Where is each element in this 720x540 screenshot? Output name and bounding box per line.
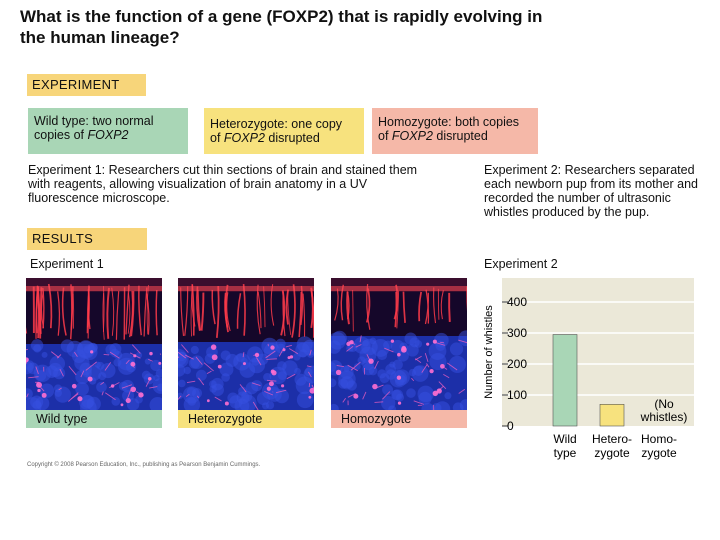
- results-tag: RESULTS: [27, 228, 147, 250]
- y-tick-label: 100: [507, 388, 527, 402]
- micrograph-wild-type: [26, 278, 162, 410]
- micrograph-heterozygote-image: [178, 278, 314, 410]
- category-label: Homo-: [641, 432, 677, 446]
- no-whistles-annotation: whistles): [640, 410, 688, 424]
- category-label: type: [554, 446, 577, 460]
- genotype-box-homozygote: Homozygote: both copies of FOXP2 disrupt…: [372, 108, 538, 154]
- bar-1: [599, 404, 625, 427]
- page-title: What is the function of a gene (FOXP2) t…: [20, 6, 620, 48]
- genotype-wild-type-line2: copies of FOXP2: [34, 128, 129, 142]
- micrograph-label-heterozygote: Heterozygote: [178, 410, 314, 428]
- genotype-box-wild-type: Wild type: two normal copies of FOXP2: [28, 108, 188, 154]
- micrograph-wild-type-image: [26, 278, 162, 410]
- bar-0: [552, 334, 578, 427]
- category-label: zygote: [594, 446, 630, 460]
- experiment1-description: Experiment 1: Researchers cut thin secti…: [28, 163, 418, 205]
- genotype-heterozygote-line2: of FOXP2 disrupted: [210, 131, 320, 145]
- gene-name: FOXP2: [87, 128, 129, 142]
- genotype-box-heterozygote: Heterozygote: one copy of FOXP2 disrupte…: [204, 108, 364, 154]
- genotype-heterozygote-line1: Heterozygote: one copy: [210, 117, 343, 131]
- y-tick-label: 400: [507, 295, 527, 309]
- category-label: zygote: [641, 446, 677, 460]
- genotype-homozygote-line2: of FOXP2 disrupted: [378, 129, 488, 143]
- category-label: Wild: [553, 432, 576, 446]
- no-whistles-annotation: (No: [654, 397, 674, 411]
- experiment1-label: Experiment 1: [30, 257, 104, 271]
- title-line-1: What is the function of a gene (FOXP2) t…: [20, 7, 543, 26]
- y-tick-label: 0: [507, 419, 514, 433]
- category-label: Hetero-: [592, 432, 632, 446]
- experiment2-description: Experiment 2: Researchers separated each…: [484, 163, 699, 219]
- genotype-homozygote-line1: Homozygote: both copies: [378, 115, 520, 129]
- experiment-tag: EXPERIMENT: [27, 74, 146, 96]
- title-line-2: the human lineage?: [20, 28, 180, 47]
- micrograph-label-homozygote: Homozygote: [331, 410, 467, 428]
- whistles-bar-chart: 0 100 200 300 400 Wild type Hetero-zygote Homo-…: [466, 270, 716, 470]
- y-tick-label: 300: [507, 326, 527, 340]
- gene-name: FOXP2: [391, 129, 433, 143]
- micrograph-label-wild-type: Wild type: [26, 410, 162, 428]
- micrograph-homozygote-image: [331, 278, 467, 410]
- micrograph-heterozygote: [178, 278, 314, 410]
- gene-name: FOXP2: [223, 131, 265, 145]
- y-axis-label: Number of whistles: [483, 305, 495, 399]
- genotype-wild-type-line1: Wild type: two normal: [34, 114, 154, 128]
- experiment2-label: Experiment 2: [484, 257, 558, 271]
- copyright-text: Copyright © 2008 Pearson Education, Inc.…: [27, 462, 261, 468]
- micrograph-homozygote: [331, 278, 467, 410]
- y-tick-label: 200: [507, 357, 527, 371]
